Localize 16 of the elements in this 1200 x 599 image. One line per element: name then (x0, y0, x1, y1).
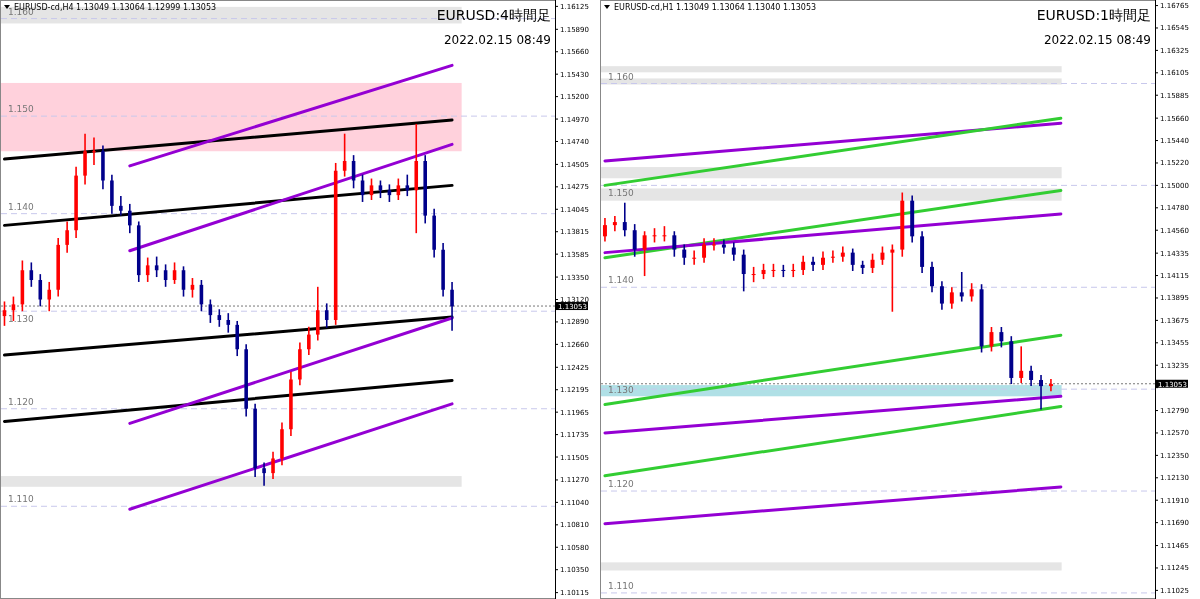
ref-line-label: 1.140 (8, 201, 35, 212)
ref-line-label: 1.160 (608, 71, 635, 82)
ref-line-label: 1.150 (8, 104, 35, 115)
chart-title: EURUSD:4時間足 (436, 7, 551, 23)
ref-line-label: 1.150 (608, 188, 635, 199)
ref-line-label: 1.130 (8, 314, 35, 325)
ref-line-label: 1.110 (608, 580, 635, 591)
ref-line-label: 1.140 (608, 275, 635, 286)
ref-line-label: 1.120 (8, 396, 35, 407)
annotation: EURUSD-cd,H1 1.13049 1.13064 1.13040 1.13053 (614, 3, 817, 12)
ref-line-label: 1.120 (608, 479, 635, 490)
chart-title: EURUSD:1時間足 (1036, 7, 1151, 23)
text: 2022.02.15 08:49 (443, 33, 551, 47)
ref-line-label: 1.110 (8, 494, 35, 505)
ref-line-label: 1.130 (608, 385, 635, 396)
text: 2022.02.15 08:49 (1043, 33, 1151, 47)
